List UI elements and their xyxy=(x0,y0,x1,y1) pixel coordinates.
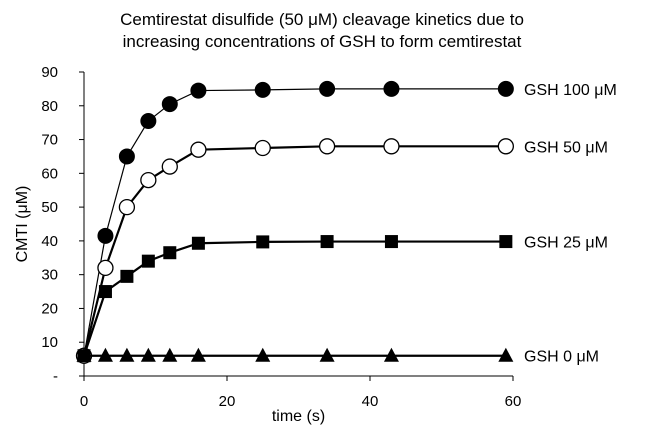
data-point xyxy=(140,171,157,189)
series-2 xyxy=(77,235,513,363)
chart-title: Cemtirestat disulfide (50 μM) cleavage k… xyxy=(120,10,524,51)
data-point xyxy=(383,138,400,155)
y-tick-label: 30 xyxy=(41,267,58,284)
data-point xyxy=(319,80,336,97)
y-axis-label: CMTI (μM) xyxy=(14,186,31,263)
y-tick-label: 70 xyxy=(41,132,58,149)
y-tick-label: 10 xyxy=(41,334,58,351)
data-point xyxy=(140,112,157,129)
data-point xyxy=(384,235,398,249)
series-labels: GSH 100 μM GSH 50 μM GSH 25 μM GSH 0 μM xyxy=(524,82,617,366)
data-point xyxy=(190,347,206,362)
data-point xyxy=(254,139,271,157)
title-line: increasing concentrations of GSH to form… xyxy=(123,32,522,51)
x-tick-label: 0 xyxy=(80,393,88,410)
series-label: GSH 25 μM xyxy=(524,235,608,252)
data-point xyxy=(383,80,400,97)
y-tick-label: 50 xyxy=(41,199,58,216)
data-point xyxy=(161,158,178,175)
y-tick-label: 40 xyxy=(41,233,58,250)
series-label: GSH 0 μM xyxy=(524,349,599,366)
data-point xyxy=(383,347,399,362)
data-point xyxy=(118,198,136,216)
data-point xyxy=(97,227,114,244)
data-point xyxy=(162,347,178,362)
x-tick-label: 60 xyxy=(505,393,522,410)
data-point xyxy=(498,347,514,362)
x-tick-label: 20 xyxy=(219,393,236,410)
series-1 xyxy=(75,138,515,364)
data-point xyxy=(256,235,270,249)
data-point xyxy=(161,96,178,113)
data-point xyxy=(255,347,271,362)
series-label: GSH 100 μM xyxy=(524,82,617,99)
data-point xyxy=(119,347,135,362)
data-point xyxy=(163,246,177,260)
data-point xyxy=(97,347,113,362)
y-tick-label: 20 xyxy=(41,300,58,317)
data-point xyxy=(190,82,207,99)
data-point xyxy=(98,285,112,299)
series-line xyxy=(83,88,506,356)
data-point xyxy=(497,138,515,155)
data-point xyxy=(318,138,336,155)
y-tick-label: - xyxy=(53,368,58,385)
data-point xyxy=(141,254,155,268)
data-point xyxy=(497,80,514,97)
series-0 xyxy=(76,80,514,364)
series-label: GSH 50 μM xyxy=(524,139,608,156)
axes: - 10 20 30 40 50 60 70 80 90 0 20 40 60 time (s) CMTI (… xyxy=(14,64,521,425)
data-point xyxy=(320,235,334,249)
data-point xyxy=(120,269,134,283)
y-tick-label: 90 xyxy=(41,64,58,81)
series-line xyxy=(82,145,506,356)
series-line xyxy=(82,240,506,357)
title-line: Cemtirestat disulfide (50 μM) cleavage k… xyxy=(120,10,524,29)
y-tick-label: 60 xyxy=(41,165,58,182)
data-point xyxy=(319,347,335,362)
data-point xyxy=(97,259,114,277)
data-point xyxy=(140,347,156,362)
data-point xyxy=(499,235,513,249)
data-point xyxy=(191,236,205,250)
data-point xyxy=(118,148,135,165)
data-point xyxy=(190,141,207,158)
series-3 xyxy=(76,347,514,362)
data-point xyxy=(254,81,271,98)
data-point xyxy=(76,347,92,362)
x-axis-label: time (s) xyxy=(272,408,325,425)
series-group xyxy=(75,80,515,364)
y-tick-label: 80 xyxy=(41,98,58,115)
x-tick-label: 40 xyxy=(362,393,379,410)
